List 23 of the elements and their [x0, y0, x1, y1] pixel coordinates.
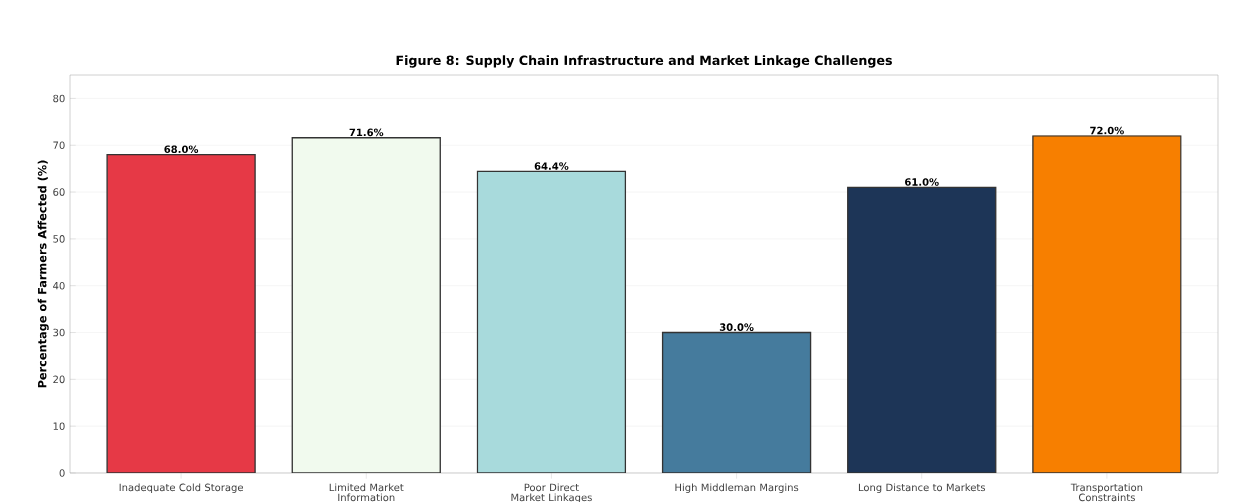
bar [1032, 135, 1182, 473]
y-tick-label: 20 [53, 375, 65, 384]
data-label: 72.0% [1090, 126, 1124, 135]
x-tick-label: Limited Market Information [329, 483, 404, 502]
data-label: 64.4% [534, 162, 569, 170]
y-tick-label: 70 [53, 141, 65, 150]
y-tick-label: 50 [53, 235, 65, 243]
y-tick-label: 80 [53, 94, 65, 103]
y-tick-label: 10 [53, 422, 65, 430]
y-tick-label: 40 [53, 281, 65, 290]
y-tick-label: 60 [53, 188, 65, 196]
x-tick-label: Inadequate Cold Storage [119, 483, 243, 494]
x-tick-label: High Middleman Margins [675, 483, 799, 494]
data-label: 68.0% [164, 145, 199, 153]
data-label: 71.6% [349, 128, 384, 137]
data-label: 30.0% [719, 323, 754, 331]
y-tick-label: 0 [59, 469, 65, 477]
x-tick-label: Transportation Constraints [1070, 483, 1143, 502]
data-label: 61.0% [905, 178, 939, 186]
y-tick-label: 30 [53, 328, 65, 337]
x-tick-label: Long Distance to Markets [858, 483, 986, 494]
chart-title: Figure 8: Supply Chain Infrastructure and Market Linkage Challenges [396, 55, 892, 68]
y-axis-title: Percentage of Farmers Affected (%) [37, 160, 49, 388]
